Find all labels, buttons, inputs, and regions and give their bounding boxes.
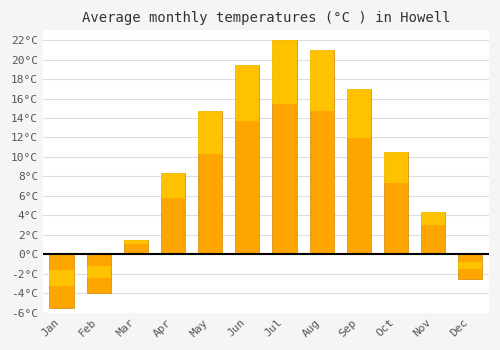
Bar [86,266,111,278]
Bar [236,64,260,121]
Bar [347,89,371,254]
Bar [347,89,371,139]
Bar [124,240,148,254]
Bar [236,64,260,254]
Bar [198,111,222,154]
Bar [198,111,222,254]
Bar [310,50,334,254]
Title: Average monthly temperatures (°C ) in Howell: Average monthly temperatures (°C ) in Ho… [82,11,450,25]
Bar [161,174,185,198]
Bar [272,40,296,254]
Bar [161,174,185,254]
Bar [272,40,296,104]
Bar [50,254,74,308]
Bar [124,240,148,244]
Bar [458,261,482,269]
Bar [310,50,334,111]
Bar [50,270,74,286]
Bar [421,212,445,254]
Bar [86,254,111,293]
Bar [384,152,408,254]
Bar [458,254,482,279]
Bar [384,152,408,183]
Bar [421,212,445,225]
